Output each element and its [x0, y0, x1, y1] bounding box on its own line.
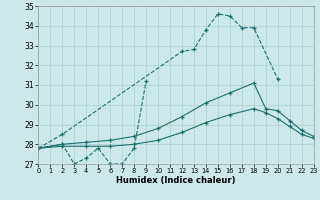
X-axis label: Humidex (Indice chaleur): Humidex (Indice chaleur)	[116, 176, 236, 185]
